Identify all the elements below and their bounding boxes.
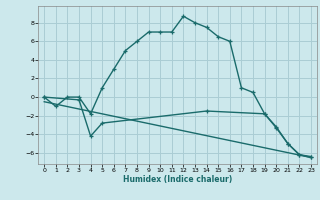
X-axis label: Humidex (Indice chaleur): Humidex (Indice chaleur): [123, 175, 232, 184]
